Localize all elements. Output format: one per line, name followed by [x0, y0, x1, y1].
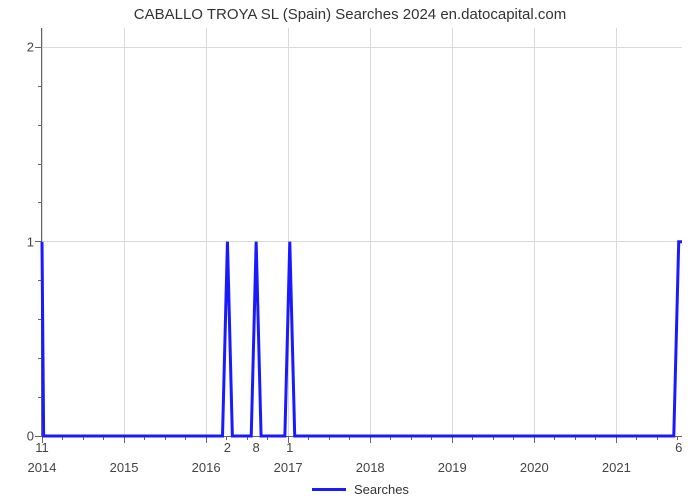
legend-swatch — [312, 488, 346, 491]
y-tick-label: 1 — [27, 234, 34, 249]
value-label: 6 — [675, 440, 682, 455]
x-tick-label: 2018 — [356, 460, 385, 475]
x-tick-label: 2017 — [274, 460, 303, 475]
series-line — [42, 28, 682, 436]
x-tick-label: 2019 — [438, 460, 467, 475]
y-tick — [35, 47, 42, 48]
plot-area: 0122014201520162017201820192020202111281… — [42, 28, 682, 436]
x-tick-label: 2021 — [602, 460, 631, 475]
value-label: 1 — [286, 440, 293, 455]
x-tick-label: 2016 — [192, 460, 221, 475]
legend-label: Searches — [354, 482, 409, 497]
y-tick-label: 2 — [27, 40, 34, 55]
chart-container: CABALLO TROYA SL (Spain) Searches 2024 e… — [0, 0, 700, 500]
x-tick-label: 2014 — [28, 460, 57, 475]
value-label: 8 — [253, 440, 260, 455]
value-label: 11 — [35, 440, 49, 455]
x-tick-label: 2020 — [520, 460, 549, 475]
value-label: 2 — [224, 440, 231, 455]
x-tick-label: 2015 — [110, 460, 139, 475]
chart-title: CABALLO TROYA SL (Spain) Searches 2024 e… — [0, 6, 700, 23]
legend: Searches — [312, 482, 409, 497]
series-path — [42, 242, 682, 436]
y-tick-label: 0 — [27, 429, 34, 444]
